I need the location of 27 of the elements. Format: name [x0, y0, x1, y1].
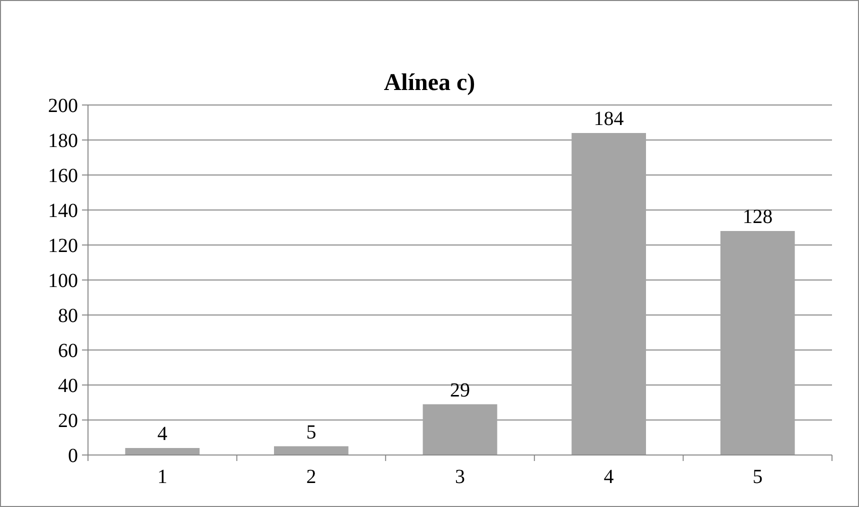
- x-tick-label: 2: [306, 466, 316, 488]
- data-label: 4: [157, 423, 168, 445]
- y-tick-label: 40: [58, 375, 78, 397]
- x-tick-label: 3: [455, 466, 465, 488]
- y-tick-label: 20: [58, 410, 78, 432]
- x-tick-label: 4: [604, 466, 614, 488]
- bar: [572, 133, 646, 455]
- chart-title: Alínea c): [384, 70, 476, 96]
- bar: [422, 404, 498, 455]
- y-tick-label: 120: [48, 235, 78, 257]
- data-label: 5: [306, 421, 316, 444]
- bar: [720, 231, 795, 455]
- y-tick-label: 60: [58, 340, 78, 362]
- data-label: 128: [742, 206, 773, 228]
- y-tick-label: 0: [68, 445, 78, 467]
- bar: [125, 448, 200, 455]
- y-tick-label: 140: [48, 200, 78, 222]
- data-label: 29: [450, 379, 470, 402]
- y-tick-label: 200: [48, 95, 78, 117]
- data-label: 184: [594, 108, 624, 130]
- bar: [274, 446, 348, 455]
- y-tick-label: 160: [48, 165, 78, 187]
- x-tick-label: 5: [752, 466, 763, 488]
- x-tick-label: 1: [157, 466, 168, 488]
- y-tick-label: 80: [58, 305, 78, 327]
- y-tick-label: 180: [48, 130, 78, 152]
- y-tick-label: 100: [48, 270, 78, 292]
